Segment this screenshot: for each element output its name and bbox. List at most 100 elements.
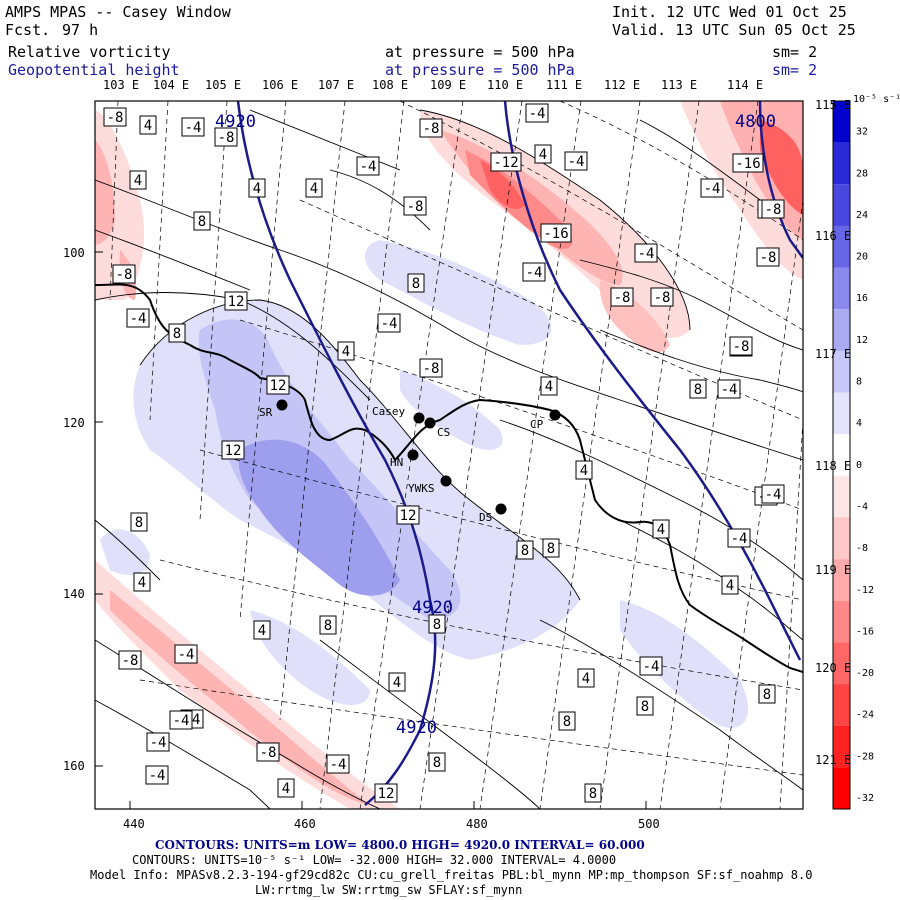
vorticity-contour-label: -8 [610,287,634,307]
longitude-label: 104 E [153,78,190,92]
longitude-label: 120 E [815,661,852,675]
vorticity-contour-label: -4 [169,710,193,730]
colorbar-segment [833,101,850,143]
svg-text:12: 12 [270,378,287,394]
vorticity-contour-label: -4 [700,178,724,198]
vorticity-contour-info: CONTOURS: UNITS=10⁻⁵ s⁻¹ LOW= -32.000 HI… [132,853,617,867]
colorbar-segment [833,225,850,268]
field-2-smoothing: sm= 2 [772,61,818,79]
colorbar-segment [833,142,850,185]
vorticity-contour-label: 4 [652,519,670,539]
vorticity-contour-label: 8 [407,273,425,293]
colorbar-tick-label: 8 [856,377,862,388]
colorbar-segment [833,350,850,393]
map-title: AMPS MPAS -- Casey Window [5,3,231,21]
init-time: Init. 12 UTC Wed 01 Oct 25 [612,3,847,21]
longitude-label: 112 E [604,78,641,92]
colorbar-segment [833,309,850,351]
svg-text:-16: -16 [543,226,568,242]
vorticity-contour-label: -4 [525,103,549,123]
x-tick-label: 500 [638,817,660,831]
vorticity-contour-label: 12 [374,783,398,803]
y-tick-label: 160 [63,759,85,773]
geopotential-height-contours [236,101,803,806]
height-contour-info: CONTOURS: UNITS=m LOW= 4800.0 HIGH= 4920… [155,838,645,852]
svg-text:-8: -8 [107,110,124,126]
colorbar-segment [833,267,850,310]
valid-time: Valid. 13 UTC Sun 05 Oct 25 [612,21,856,39]
svg-text:4: 4 [539,147,547,163]
longitude-label: 115 E [815,98,852,112]
longitude-label: 118 E [815,459,852,473]
model-info-radiation: LW:rrtmg_lw SW:rrtmg_sw SFLAY:sf_mynn [255,883,523,897]
svg-text:-16: -16 [735,156,760,172]
svg-text:8: 8 [173,326,181,342]
vorticity-contour-label: 4 [577,668,595,688]
colorbar-frame [832,100,851,810]
station-cp: CP [530,409,561,431]
longitude-label: 106 E [262,78,299,92]
svg-text:-8: -8 [218,130,235,146]
longitude-label: 116 E [815,229,852,243]
negative-vorticity-shading [95,101,803,809]
height-contour-label: 4800 [735,112,776,132]
vorticity-contour-label: 8 [168,323,186,343]
y-tick-label: 100 [63,246,85,260]
svg-text:12: 12 [228,294,245,310]
svg-text:4: 4 [580,463,588,479]
station-label: DS [479,511,492,524]
vorticity-contour-label: 4 [721,575,739,595]
svg-text:-4: -4 [381,316,398,332]
svg-text:4: 4 [138,575,146,591]
colorbar-tick-label: -12 [856,585,874,596]
vorticity-contour-label: -8 [103,107,127,127]
svg-text:-4: -4 [643,659,660,675]
colorbar-tick-label: 12 [856,335,868,346]
longitude-label: 117 E [815,347,852,361]
forecast-hours: 97 h [62,21,99,39]
vorticity-contour-label: -8 [256,742,280,762]
station-marker [413,412,425,424]
vorticity-contour-label: -4 [145,765,169,785]
vorticity-contour-label: -8 [403,196,427,216]
colorbar-tick-label: -32 [856,793,874,804]
vorticity-contour-label: -4 [522,262,546,282]
vorticity-contour-label: 4 [129,170,147,190]
svg-text:8: 8 [763,687,771,703]
longitude-label: 111 E [546,78,583,92]
svg-text:12: 12 [378,786,395,802]
station-label: HN [390,456,403,469]
vorticity-contour-label: 8 [689,379,707,399]
colorbar-segment [833,434,850,476]
svg-text:-4: -4 [704,181,721,197]
vorticity-contour-label: 8 [542,538,560,558]
field-2-pressure: at pressure = 500 hPa [385,61,575,79]
svg-text:-4: -4 [178,647,195,663]
vorticity-contour-label: 8 [319,615,337,635]
svg-text:-8: -8 [116,267,133,283]
colorbar-tick-label: -4 [856,501,868,512]
station-hn: HN [390,449,419,469]
vorticity-contour-label: 12 [266,375,290,395]
vorticity-contour-label: 8 [193,211,211,231]
svg-text:12: 12 [400,508,417,524]
model-info: Model Info: MPASv8.2.3-194-gf29cd82c CU:… [90,868,813,882]
svg-text:8: 8 [198,214,206,230]
longitude-label: 113 E [661,78,698,92]
vorticity-contour-label: -12 [490,152,522,172]
vorticity-contour-label: -8 [214,127,238,147]
vorticity-contour-label: 8 [516,540,534,560]
colorbar-segment [833,642,850,685]
svg-text:4: 4 [393,675,401,691]
station-cs: CS [424,417,450,439]
vorticity-contour-label: -4 [717,379,741,399]
vorticity-contour-label: -4 [564,151,588,171]
colorbar-tick-label: 32 [856,127,868,138]
station-marker [276,399,288,411]
svg-text:-4: -4 [638,246,655,262]
longitude-label: 107 E [318,78,355,92]
colorbar-segment [833,517,850,560]
vorticity-contour-label: 8 [584,783,602,803]
vorticity-contour-label: 4 [139,115,157,135]
